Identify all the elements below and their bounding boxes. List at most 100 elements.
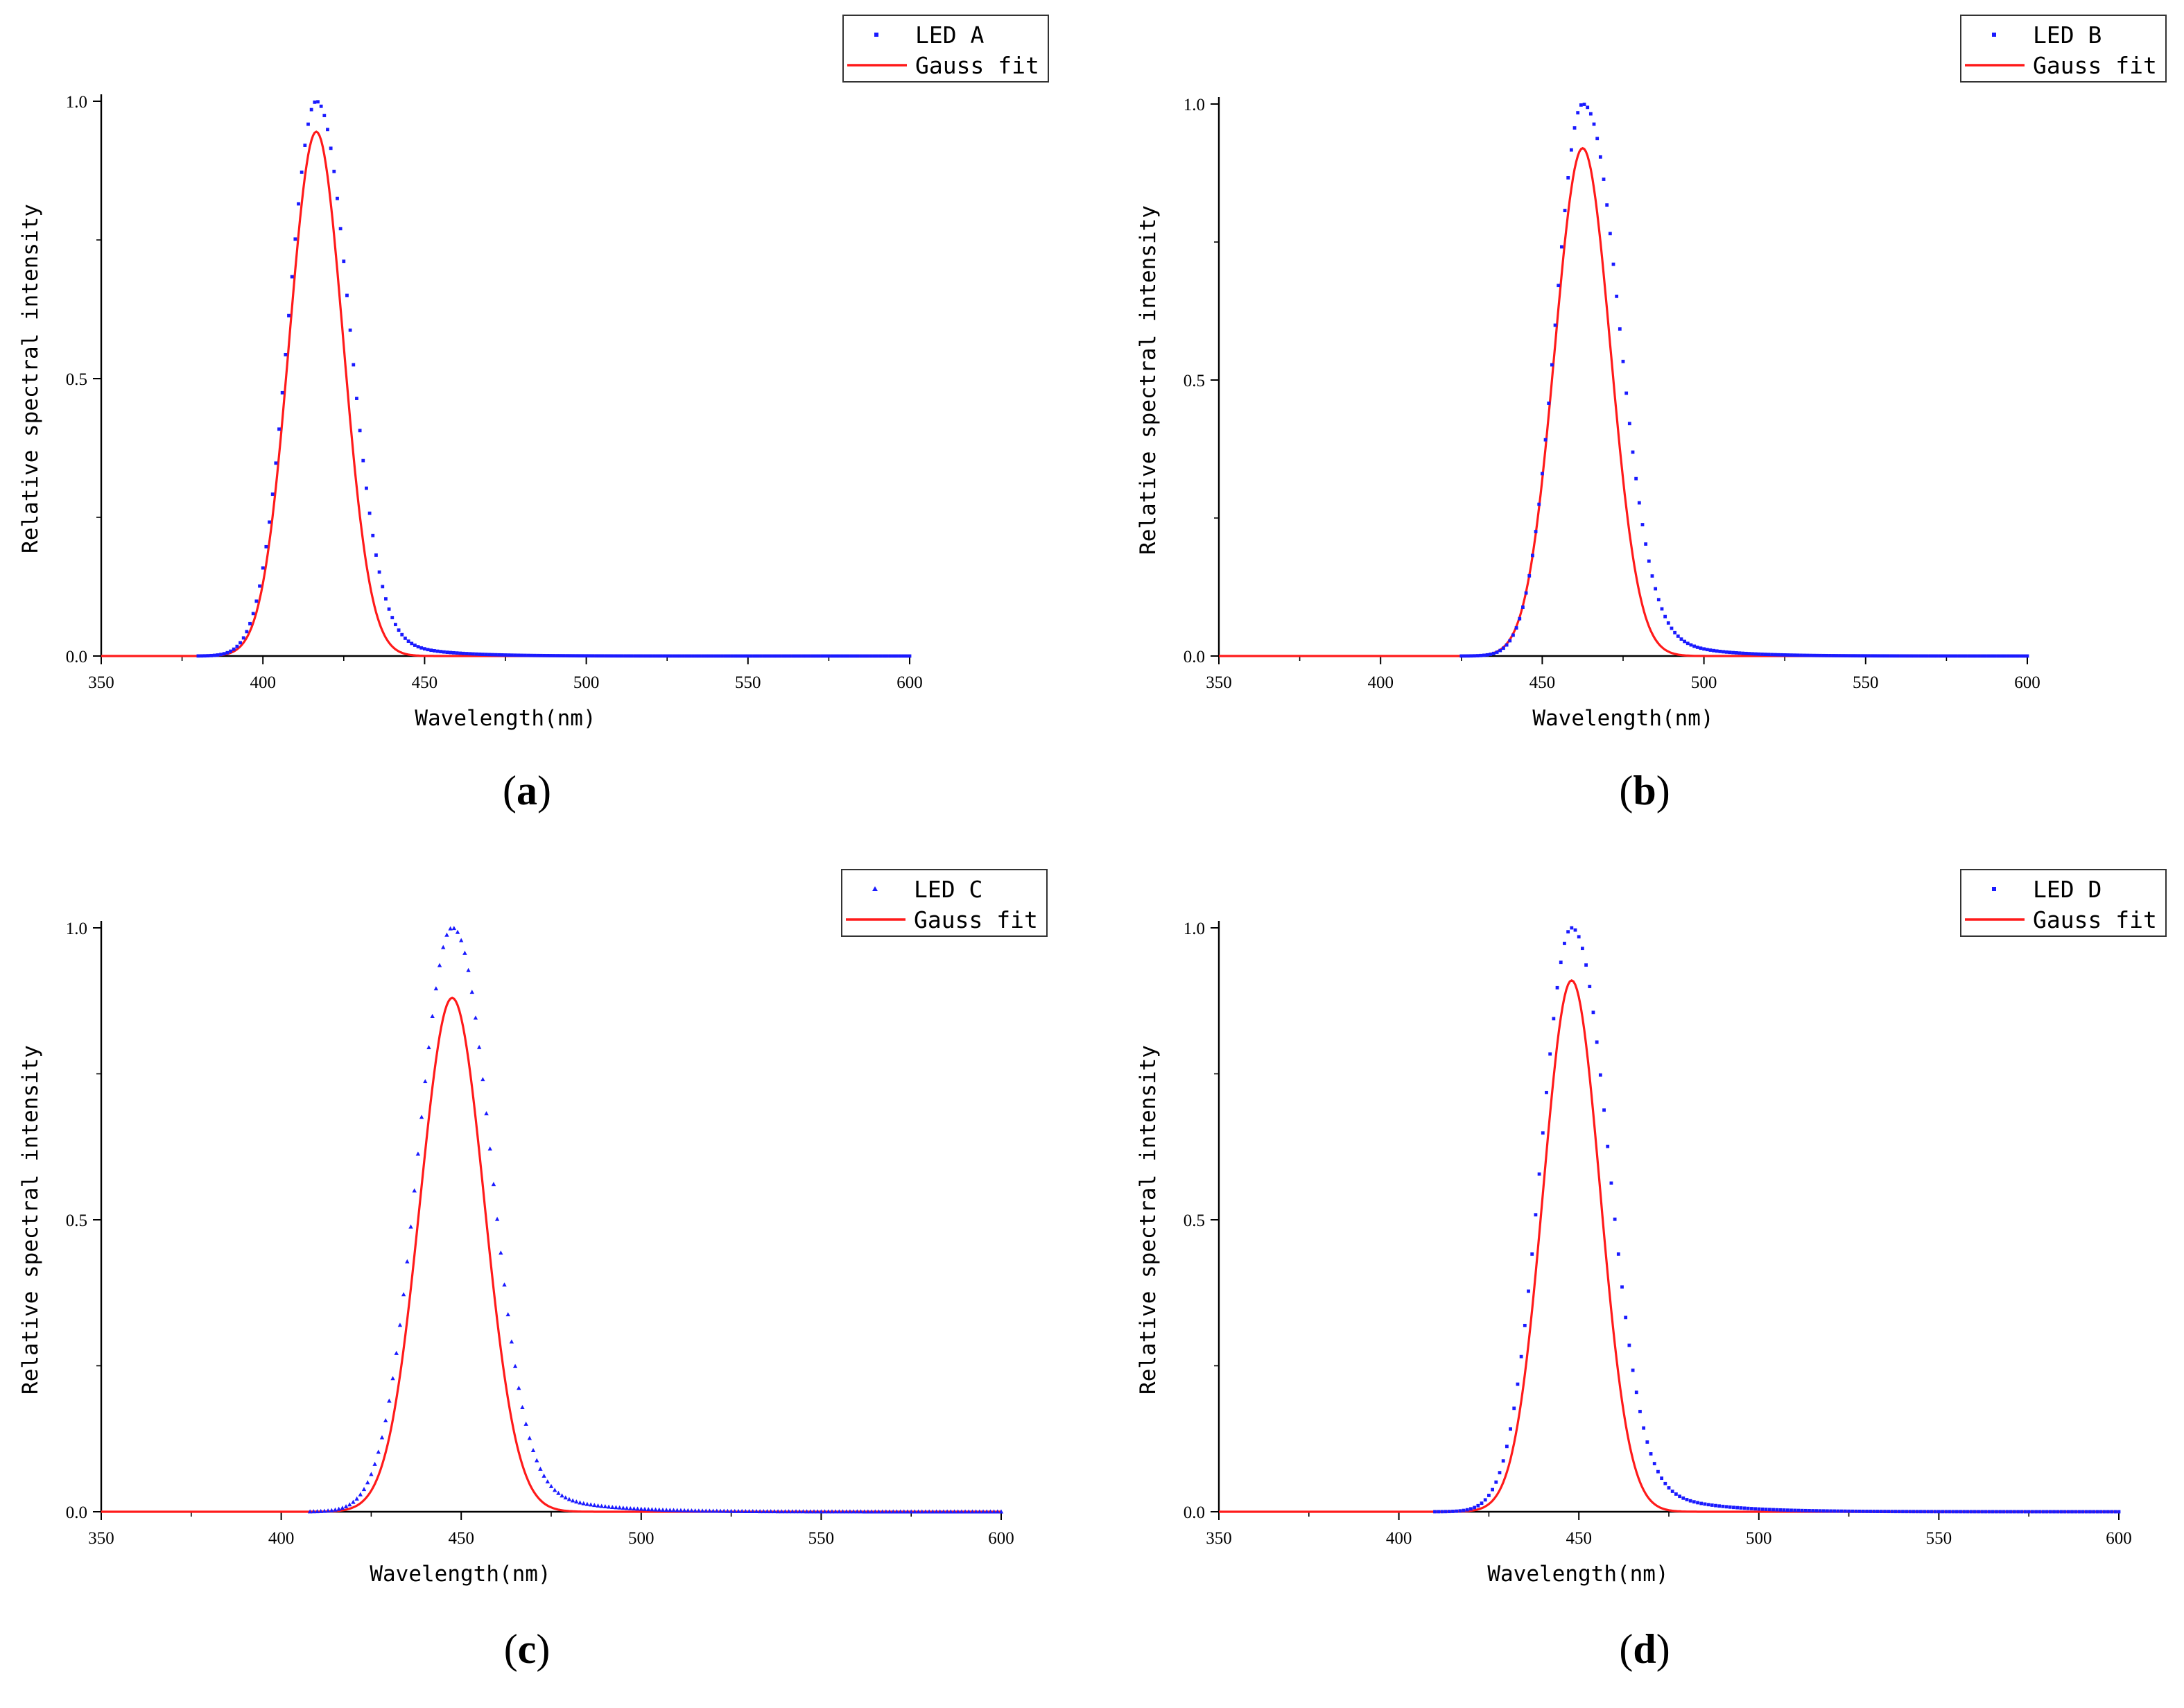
measured-point [614,1505,618,1510]
measured-point [1545,1091,1548,1094]
measured-point [499,1250,503,1255]
legend-box [1960,869,2167,937]
measured-point [1941,1510,1944,1514]
measured-point [1555,985,1559,990]
measured-point [2022,654,2026,658]
measured-point [429,648,433,653]
measured-point [898,654,902,658]
measured-point [1793,1508,1797,1512]
measured-point [1476,1503,1480,1508]
measured-point [594,654,598,658]
measured-point [754,1509,759,1514]
measured-point [793,1509,799,1514]
gauss-fit-line [101,130,910,657]
measured-point [258,584,261,588]
legend-label-measured: LED C [914,876,982,903]
measured-point [1473,1506,1477,1510]
measured-point [636,654,640,658]
measured-point [2113,1510,2117,1514]
measured-point [229,649,232,653]
measured-point [490,653,494,657]
measured-point [1437,1510,1441,1514]
measured-point [2027,1510,2031,1514]
measured-point [1802,653,1806,657]
measured-point [2106,1510,2110,1514]
measured-point [1543,438,1548,442]
measured-point [856,654,860,658]
legend-label-fit: Gauss fit [2033,52,2157,79]
measured-point [1746,1506,1750,1510]
measured-point [1728,650,1732,655]
measured-point [1964,654,1968,658]
measured-point [397,628,401,632]
measured-point [326,128,329,132]
measured-point [1799,653,1803,657]
measured-point [1839,1509,1844,1513]
measured-point [471,652,475,656]
measured-point [1838,654,1841,657]
measured-point [517,653,521,657]
measured-point [2009,654,2013,658]
measured-point [212,653,216,657]
measured-point [1654,587,1658,591]
measured-point [930,1509,935,1514]
measured-point [973,1509,978,1514]
measured-point [785,654,789,658]
measured-point [592,1503,597,1508]
measured-point [538,1466,543,1471]
measured-point [1970,654,1975,658]
y-tick-label: 0.5 [66,1211,87,1230]
measured-point [746,654,750,658]
measured-point [1990,654,1994,658]
measured-point [1634,1390,1638,1395]
measured-point [1606,1144,1610,1148]
measured-point [740,654,743,658]
x-tick-label: 500 [1746,1529,1772,1548]
measured-point [1865,1510,1869,1513]
measured-point [1523,1323,1527,1327]
measured-point [853,654,857,658]
measured-point [1582,103,1586,106]
x-tick-label: 600 [2014,673,2040,692]
measured-point [736,654,740,658]
measured-point [725,1508,730,1513]
measured-point [1577,935,1581,939]
measured-point [919,1509,924,1514]
measured-point [1967,654,1971,658]
measured-point [1579,103,1583,107]
measured-point [581,654,585,658]
measured-point [1656,1469,1660,1474]
measured-point [568,654,572,658]
measured-point [352,363,356,367]
measured-point [1569,148,1573,152]
measured-point [1786,653,1790,657]
legend-marker-measured [1992,33,1996,37]
measured-point [686,1508,691,1512]
measured-point [433,986,439,991]
measured-point [1473,654,1476,658]
measured-point [1602,178,1606,181]
measured-point [645,1507,651,1512]
measured-point [558,654,562,657]
measured-point [318,1508,323,1513]
measured-point [563,1495,568,1500]
measured-point [1782,1508,1786,1512]
measured-point [2038,1510,2042,1514]
measured-point [1514,626,1518,630]
measured-point [1841,654,1845,657]
measured-point [232,647,236,651]
measured-point [1873,654,1878,658]
measured-point [727,654,731,658]
measured-point [1883,1510,1887,1514]
measured-point [1580,947,1584,951]
measured-point [340,1506,345,1510]
measured-point [1433,1510,1437,1514]
measured-point [1699,1501,1704,1506]
x-tick-label: 350 [1206,1529,1232,1548]
measured-point [445,650,449,654]
measured-point [901,1509,907,1514]
measured-point [2041,1510,2045,1514]
measured-point [523,1421,528,1426]
measured-point [833,654,838,658]
measured-point [1805,653,1810,657]
